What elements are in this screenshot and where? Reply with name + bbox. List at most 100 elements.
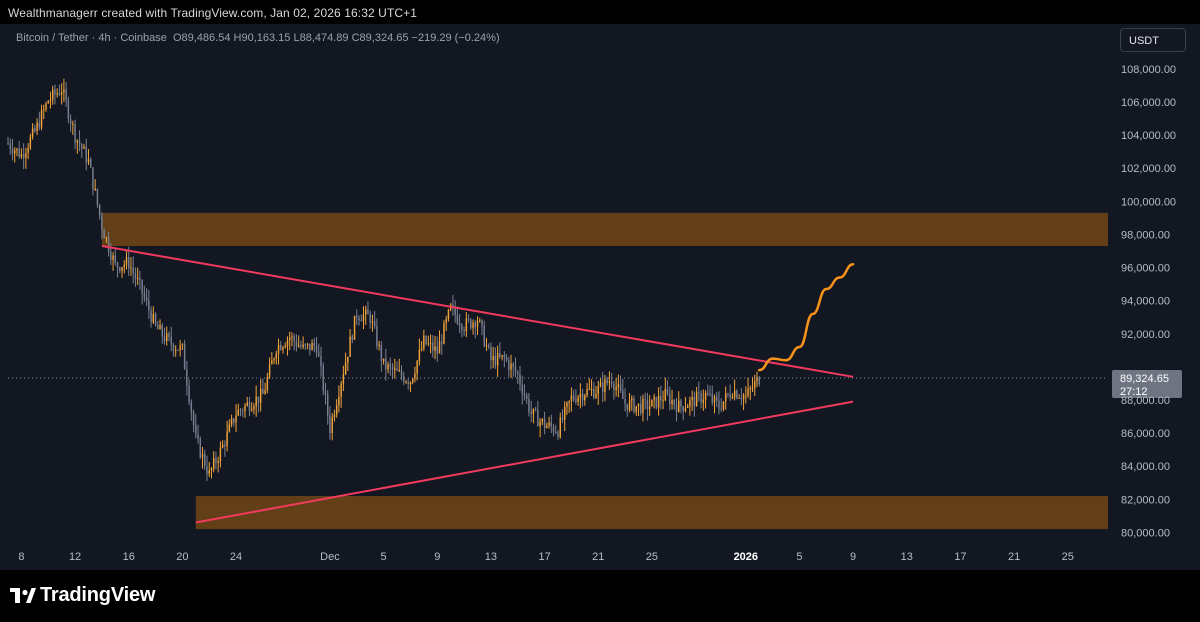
- candle-body: [555, 432, 557, 434]
- candle-body: [40, 110, 43, 128]
- x-tick-label: 25: [1062, 551, 1074, 563]
- candle-body: [639, 403, 642, 414]
- candle-body: [96, 188, 99, 205]
- candle-body: [197, 433, 199, 439]
- candle-body: [550, 422, 553, 427]
- price-countdown: 27:12: [1120, 386, 1148, 398]
- candle-body: [510, 363, 512, 370]
- supply-demand-zone: [101, 212, 1108, 246]
- candle-body: [143, 293, 146, 298]
- candle-body: [662, 400, 664, 402]
- candle-body: [284, 346, 286, 348]
- y-axis: 108,000.00 106,000.00 104,000.00 102,000.00…: [1121, 64, 1176, 540]
- candle-body: [273, 358, 275, 361]
- candle-body: [501, 355, 503, 357]
- candle-body: [474, 322, 477, 328]
- candle-body: [727, 393, 729, 395]
- y-tick-label: 104,000.00: [1121, 130, 1176, 142]
- candle-body: [438, 341, 441, 354]
- candle-body: [733, 390, 736, 398]
- candle-body: [427, 343, 430, 345]
- candle-body: [637, 403, 640, 406]
- candle-body: [452, 304, 454, 307]
- candle-body: [315, 345, 318, 353]
- candle-body: [398, 370, 400, 372]
- candle-body: [324, 390, 327, 395]
- candle-body: [322, 365, 324, 391]
- candle-body: [389, 364, 392, 367]
- candle-body: [177, 349, 179, 351]
- candle-body: [472, 322, 474, 328]
- candle-body: [139, 278, 141, 281]
- candle-body: [499, 353, 501, 357]
- candle-body: [416, 360, 418, 374]
- candle-body: [302, 344, 304, 347]
- candle-body: [378, 344, 380, 347]
- candle-body: [16, 148, 18, 151]
- candle-body: [228, 424, 231, 432]
- candle-body: [724, 393, 727, 402]
- candle-body: [461, 325, 463, 331]
- candle-body: [255, 396, 257, 407]
- candle-body: [740, 397, 743, 400]
- last-price-label: [1112, 370, 1182, 399]
- candle-body: [548, 422, 550, 426]
- candle-body: [358, 317, 360, 321]
- candle-body: [584, 395, 586, 401]
- candle-body: [463, 330, 465, 332]
- x-tick-label: 21: [1008, 551, 1020, 563]
- candle-body: [230, 418, 233, 425]
- candle-body: [123, 264, 125, 268]
- candle-body: [505, 357, 508, 361]
- candle-body: [443, 323, 445, 344]
- candle-body: [170, 337, 172, 345]
- candle-body: [508, 360, 510, 370]
- candle-body: [235, 415, 237, 423]
- candle-body: [664, 388, 667, 401]
- candle-body: [655, 396, 658, 408]
- candle-body: [18, 148, 20, 157]
- candle-body: [239, 409, 242, 411]
- candle-body: [110, 251, 112, 260]
- candle-body: [682, 406, 684, 411]
- candle-body: [36, 122, 38, 132]
- candle-body: [467, 318, 470, 320]
- candle-body: [356, 315, 358, 318]
- candle-body: [81, 144, 83, 149]
- candle-body: [425, 335, 427, 344]
- candle-body: [407, 381, 409, 384]
- candle-body: [742, 395, 745, 400]
- y-tick-label: 94,000.00: [1121, 296, 1170, 308]
- candle-body: [266, 377, 269, 390]
- candle-body: [224, 444, 226, 447]
- trendline-lower: [195, 400, 854, 524]
- candle-body: [78, 140, 81, 145]
- last-price-value: 89,324.65: [1120, 373, 1169, 385]
- x-tick-label: 17: [538, 551, 550, 563]
- candle-body: [371, 321, 374, 323]
- candle-body: [642, 398, 644, 414]
- currency-selector[interactable]: USDT: [1120, 28, 1186, 52]
- candle-body: [94, 188, 96, 190]
- candle-body: [403, 376, 405, 383]
- candle-body: [226, 431, 228, 447]
- candle-body: [563, 406, 566, 420]
- candle-body: [539, 421, 541, 427]
- chart-area[interactable]: 89,324.65 27:12 108,000.00 106,000.00 104,0…: [0, 24, 1200, 570]
- candle-body: [382, 358, 385, 361]
- tradingview-logo[interactable]: TradingView: [10, 584, 155, 607]
- x-tick-label: 13: [901, 551, 913, 563]
- candle-body: [331, 417, 333, 434]
- candle-body: [85, 146, 87, 163]
- candle-body: [268, 364, 271, 378]
- candle-body: [503, 355, 506, 358]
- candle-body: [400, 370, 403, 377]
- candle-body: [51, 89, 54, 100]
- candle-body: [116, 262, 119, 268]
- candle-body: [333, 414, 336, 418]
- candle-body: [601, 382, 604, 393]
- y-tick-label: 92,000.00: [1121, 329, 1170, 341]
- candle-body: [660, 395, 662, 401]
- candle-body: [470, 319, 472, 328]
